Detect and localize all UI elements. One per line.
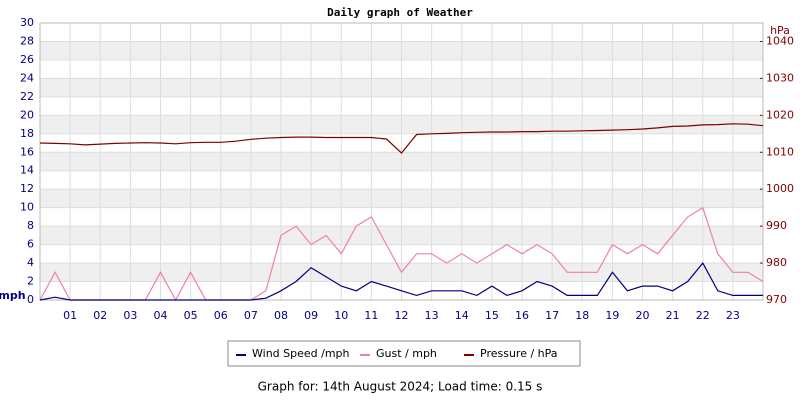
y-tick-label: 2 (27, 275, 34, 288)
y-tick-label: 0 (27, 293, 34, 306)
y-tick-label: 22 (20, 90, 34, 103)
x-tick-label: 21 (666, 309, 680, 322)
x-tick-label: 03 (123, 309, 137, 322)
y-axis-label: mph (0, 289, 26, 302)
y2-tick-label: 1030 (766, 71, 794, 84)
y-tick-label: 8 (27, 219, 34, 232)
y-tick-label: 6 (27, 238, 34, 251)
x-tick-label: 16 (515, 309, 529, 322)
y-tick-label: 14 (20, 164, 34, 177)
y2-tick-label: 1000 (766, 182, 794, 195)
x-tick-label: 01 (63, 309, 77, 322)
plot-frame (39, 22, 764, 301)
x-tick-label: 04 (154, 309, 168, 322)
x-tick-label: 08 (274, 309, 288, 322)
series-line (39, 206, 764, 302)
x-tick-label: 12 (395, 309, 409, 322)
y-tick-label: 12 (20, 182, 34, 195)
y2-tick-label: 1040 (766, 34, 794, 47)
legend-label: Wind Speed /mph (252, 347, 350, 360)
x-tick-label: 10 (334, 309, 348, 322)
footer: Graph for: 14th August 2024; Load time: … (258, 380, 543, 394)
x-tick-label: 06 (214, 309, 228, 322)
y-tick-label: 18 (20, 127, 34, 140)
x-tick-label: 09 (304, 309, 318, 322)
y-tick-label: 24 (20, 71, 34, 84)
y2-tick-label: 980 (766, 256, 787, 269)
x-tick-label: 18 (575, 309, 589, 322)
y-tick-label: 28 (20, 34, 34, 47)
y-tick-label: 20 (20, 108, 34, 121)
x-tick-label: 22 (696, 309, 710, 322)
legend-label: Pressure / hPa (480, 347, 558, 360)
x-tick-label: 11 (364, 309, 378, 322)
y2-tick-label: 1010 (766, 145, 794, 158)
y-tick-label: 26 (20, 53, 34, 66)
x-tick-label: 19 (605, 309, 619, 322)
x-tick-label: 14 (455, 309, 469, 322)
y-tick-label: 30 (20, 16, 34, 29)
x-tick-label: 05 (184, 309, 198, 322)
x-tick-label: 13 (425, 309, 439, 322)
chart-title: Daily graph of Weather (327, 6, 473, 19)
legend (227, 340, 581, 367)
x-tick-label: 07 (244, 309, 258, 322)
x-tick-label: 17 (545, 309, 559, 322)
x-tick-label: 23 (726, 309, 740, 322)
y-tick-label: 16 (20, 145, 34, 158)
legend-label: Gust / mph (376, 347, 437, 360)
series-line (39, 123, 764, 154)
y2-axis-label: hPa (770, 24, 790, 37)
x-tick-label: 15 (485, 309, 499, 322)
y-tick-label: 10 (20, 201, 34, 214)
y2-tick-label: 1020 (766, 108, 794, 121)
x-tick-label: 20 (636, 309, 650, 322)
series-line (39, 262, 763, 301)
y2-tick-label: 990 (766, 219, 787, 232)
y-tick-label: 4 (27, 256, 34, 269)
y2-tick-label: 970 (766, 293, 787, 306)
x-tick-label: 02 (93, 309, 107, 322)
